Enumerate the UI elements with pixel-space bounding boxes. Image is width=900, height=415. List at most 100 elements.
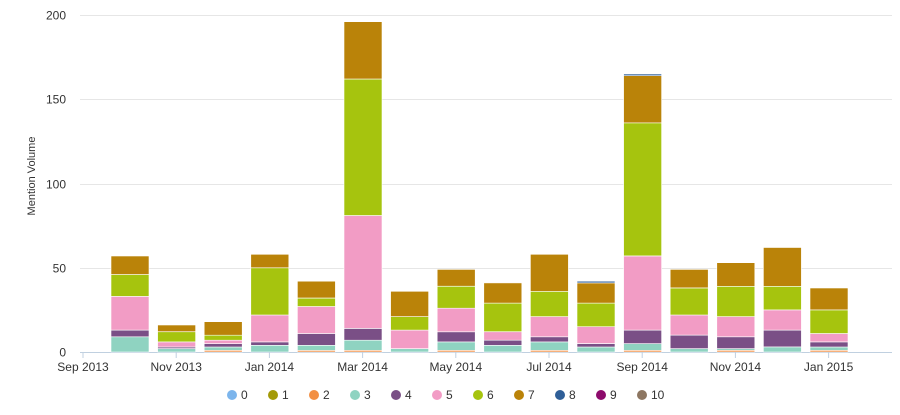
bar-segment-series-4[interactable] (483, 339, 523, 346)
bar-segment-series-6[interactable] (203, 334, 243, 341)
bar-segment-series-6[interactable] (157, 331, 196, 343)
bar-segment-series-7[interactable] (110, 255, 150, 275)
bar-segment-series-4[interactable] (809, 341, 849, 348)
bar-segment-series-6[interactable] (623, 122, 662, 257)
legend-item-3[interactable]: 3 (350, 388, 371, 402)
bar-segment-series-7[interactable] (483, 282, 523, 304)
bar-segment-series-8[interactable] (576, 280, 616, 284)
bar-segment-series-3[interactable] (623, 343, 662, 351)
bar-segment-series-7[interactable] (716, 262, 756, 287)
bar-segment-series-4[interactable] (110, 329, 150, 338)
bar-segment-series-6[interactable] (763, 285, 802, 311)
legend-item-8[interactable]: 8 (555, 388, 576, 402)
bar-segment-series-5[interactable] (623, 255, 662, 331)
bar-segment-series-3[interactable] (576, 346, 616, 353)
x-tick-label: Sep 2013 (57, 360, 109, 374)
bar-segment-series-6[interactable] (297, 297, 336, 307)
bar-segment-series-6[interactable] (250, 267, 290, 316)
legend-item-2[interactable]: 2 (309, 388, 330, 402)
bar-segment-series-7[interactable] (343, 21, 383, 80)
bar-segment-series-3[interactable] (809, 346, 849, 351)
bar-segment-series-7[interactable] (530, 254, 569, 292)
bar-segment-series-7[interactable] (297, 280, 336, 299)
x-tick-label: May 2014 (429, 360, 482, 374)
bar-segment-series-3[interactable] (297, 344, 336, 351)
legend-swatch (514, 390, 524, 400)
bar-segment-series-5[interactable] (483, 331, 523, 341)
bar-segment-series-8[interactable] (623, 73, 662, 77)
bar-segment-series-5[interactable] (157, 341, 196, 348)
bar-segment-series-5[interactable] (669, 314, 709, 336)
bar-segment-series-4[interactable] (297, 333, 336, 346)
bar-segment-series-6[interactable] (809, 309, 849, 334)
bar-segment-series-4[interactable] (576, 343, 616, 348)
legend-label: 3 (364, 388, 371, 402)
bar-segment-series-5[interactable] (436, 307, 476, 333)
legend-item-1[interactable]: 1 (268, 388, 289, 402)
bar-segment-series-7[interactable] (436, 269, 476, 287)
bar-segment-series-4[interactable] (669, 334, 709, 349)
legend-item-9[interactable]: 9 (596, 388, 617, 402)
bar-segment-series-6[interactable] (110, 274, 150, 297)
bar-segment-series-3[interactable] (203, 346, 243, 351)
bar-segment-series-6[interactable] (436, 285, 476, 309)
bar-segment-series-3[interactable] (390, 348, 429, 353)
bar-segment-series-3[interactable] (157, 348, 196, 353)
bar-segment-series-6[interactable] (576, 302, 616, 328)
legend-swatch (391, 390, 401, 400)
bar-segment-series-6[interactable] (390, 316, 429, 331)
bar-segment-series-5[interactable] (530, 316, 569, 338)
bar-segment-series-4[interactable] (530, 336, 569, 343)
legend-item-7[interactable]: 7 (514, 388, 535, 402)
x-tick-label: Sep 2014 (617, 360, 669, 374)
bar-segment-series-3[interactable] (483, 344, 523, 353)
x-tick-label: Jul 2014 (526, 360, 572, 374)
bar-segment-series-4[interactable] (343, 328, 383, 341)
bar-segment-series-4[interactable] (716, 336, 756, 349)
bar-segment-series-5[interactable] (343, 215, 383, 329)
bar-segment-series-5[interactable] (809, 333, 849, 343)
bar-segment-series-5[interactable] (763, 309, 802, 331)
bar-segment-series-6[interactable] (530, 290, 569, 317)
bar-segment-series-3[interactable] (669, 348, 709, 353)
bar-segment-series-5[interactable] (716, 316, 756, 338)
bar-segment-series-3[interactable] (110, 336, 150, 353)
bar-segment-series-3[interactable] (763, 346, 802, 353)
bar-segment-series-4[interactable] (763, 329, 802, 348)
axes: Mention Volume 0 50 100 150 200 Sep 2013 Nov 2… (26, 9, 854, 375)
bar-segment-series-5[interactable] (110, 296, 150, 331)
bar-segment-series-7[interactable] (669, 269, 709, 289)
bar-segment-series-5[interactable] (390, 329, 429, 349)
bar-segment-series-7[interactable] (390, 290, 429, 317)
bar-segment-series-3[interactable] (436, 341, 476, 351)
bar-segment-series-3[interactable] (530, 341, 569, 351)
legend-item-0[interactable]: 0 (227, 388, 248, 402)
bar-segment-series-5[interactable] (576, 326, 616, 344)
bar-segment-series-6[interactable] (716, 285, 756, 317)
bar-segment-series-7[interactable] (576, 282, 616, 304)
bar-segment-series-5[interactable] (250, 314, 290, 343)
bar-segment-series-6[interactable] (343, 78, 383, 216)
bar-segment-series-6[interactable] (669, 287, 709, 316)
bar-segment-series-3[interactable] (343, 339, 383, 351)
bar-segment-series-4[interactable] (250, 341, 290, 346)
bar-segment-series-4[interactable] (203, 343, 243, 348)
legend-item-10[interactable]: 10 (637, 388, 665, 402)
x-tick-label: Jan 2014 (245, 360, 295, 374)
legend-item-4[interactable]: 4 (391, 388, 412, 402)
bar-segment-series-5[interactable] (297, 306, 336, 334)
bar-segment-series-7[interactable] (250, 254, 290, 269)
bar-segment-series-6[interactable] (483, 302, 523, 333)
legend-item-5[interactable]: 5 (432, 388, 453, 402)
legend-item-6[interactable]: 6 (473, 388, 494, 402)
bar-segment-series-4[interactable] (623, 329, 662, 344)
bar-segment-series-7[interactable] (203, 321, 243, 336)
bar-segment-series-3[interactable] (250, 344, 290, 353)
bar-segment-series-7[interactable] (157, 324, 196, 332)
bar-segment-series-5[interactable] (203, 339, 243, 344)
bar-segment-series-7[interactable] (623, 75, 662, 124)
bar-segment-series-7[interactable] (809, 287, 849, 311)
bar-segment-series-7[interactable] (763, 247, 802, 287)
bar-segment-series-4[interactable] (436, 331, 476, 343)
bars (110, 21, 849, 353)
